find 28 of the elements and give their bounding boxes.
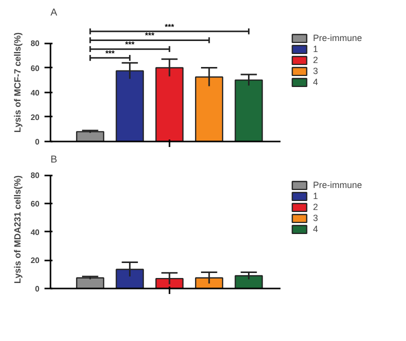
y-axis-title: Lysis of MDA231 cells(%) — [12, 175, 23, 284]
y-tick-label: 80 — [30, 39, 40, 48]
annotation: *** — [105, 48, 116, 58]
y-tick-label: 40 — [30, 228, 40, 237]
y-tick-label: 20 — [30, 112, 40, 122]
legend-label: 3 — [313, 66, 320, 76]
legend-label: 1 — [313, 44, 320, 54]
legend-label: 2 — [313, 55, 320, 65]
legend-label: 1 — [313, 191, 320, 201]
chart-title: A — [50, 8, 58, 18]
legend-label: Pre-immune — [313, 33, 362, 43]
legend-label: 4 — [313, 77, 320, 87]
y-tick-label: 80 — [30, 171, 40, 180]
chart-title: B — [50, 154, 58, 166]
legend-label: 2 — [313, 202, 320, 212]
legend-label: 3 — [313, 213, 320, 223]
y-tick-label: 0 — [35, 284, 40, 294]
y-tick-label: 40 — [30, 88, 40, 98]
legend-label: Pre-immune — [313, 180, 362, 190]
y-tick-label: 20 — [30, 256, 40, 266]
legend-label: 4 — [313, 224, 320, 234]
y-tick-label: 60 — [30, 64, 40, 73]
y-tick-label: 60 — [30, 199, 40, 208]
text: *** — [164, 22, 176, 32]
annotation: *** — [125, 40, 136, 50]
text: *** — [144, 31, 156, 40]
y-axis-title: Lysis of MCF-7 cells(%) — [12, 32, 23, 133]
y-tick-label: 0 — [35, 138, 40, 146]
